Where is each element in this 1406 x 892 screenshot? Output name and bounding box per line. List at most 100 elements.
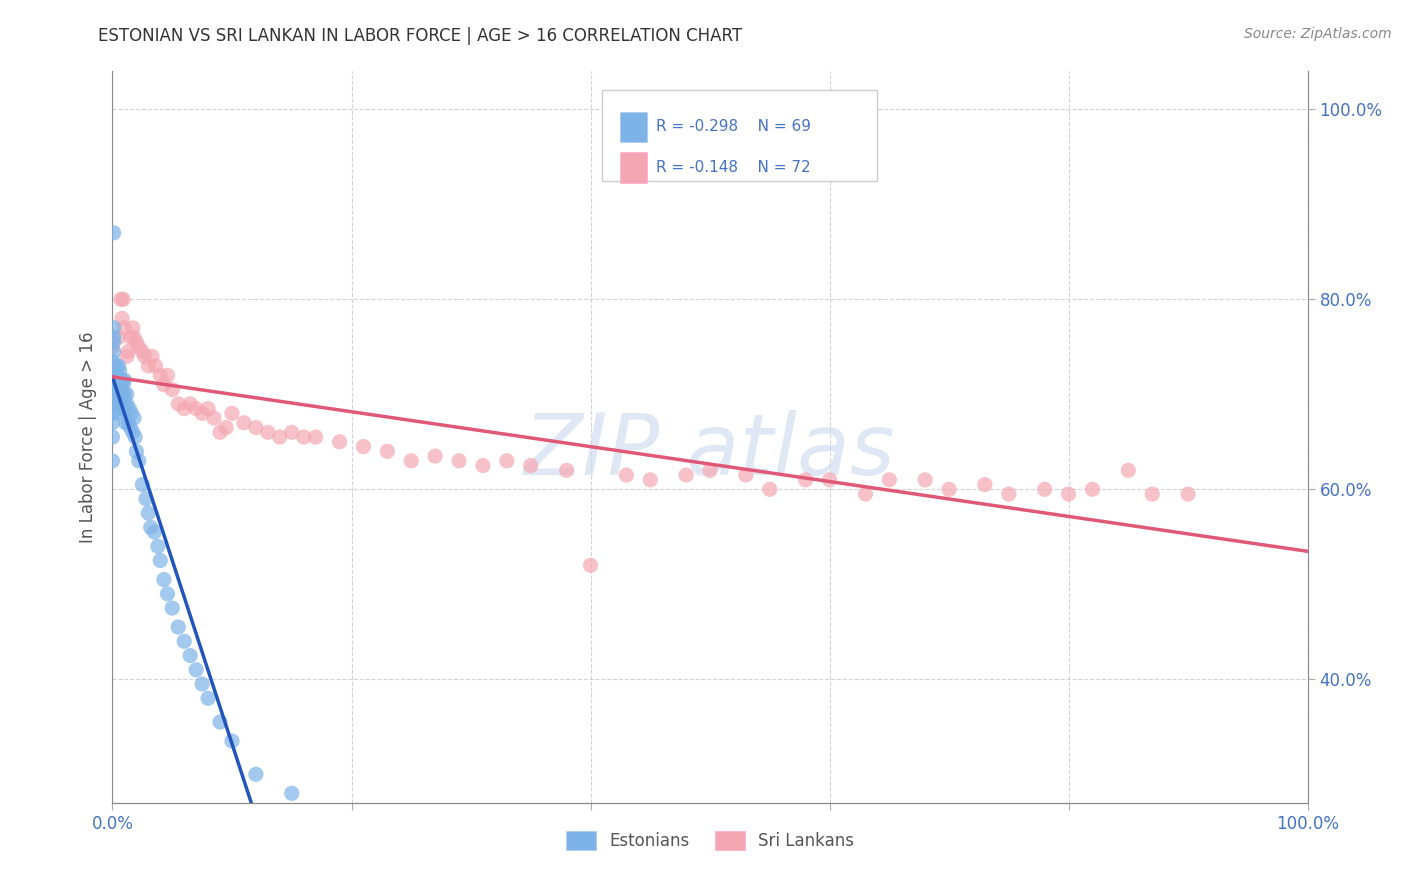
Point bbox=[120, 330, 142, 344]
Point bbox=[520, 458, 543, 473]
Point bbox=[156, 368, 179, 383]
Point bbox=[125, 335, 148, 350]
Point bbox=[292, 430, 315, 444]
Point bbox=[107, 359, 129, 373]
Point bbox=[245, 420, 267, 434]
Point bbox=[191, 677, 214, 691]
Point bbox=[579, 558, 602, 573]
Point bbox=[105, 359, 128, 373]
Point bbox=[1118, 463, 1140, 477]
Legend: Estonians, Sri Lankans: Estonians, Sri Lankans bbox=[560, 824, 860, 856]
Point bbox=[759, 483, 782, 497]
Point bbox=[143, 524, 166, 539]
Point bbox=[149, 368, 172, 383]
Point bbox=[110, 401, 132, 416]
Point bbox=[128, 340, 150, 354]
Point bbox=[555, 463, 578, 477]
Point bbox=[125, 444, 148, 458]
Point bbox=[401, 454, 423, 468]
Point bbox=[173, 401, 195, 416]
Point bbox=[101, 383, 124, 397]
Bar bbox=[620, 152, 647, 183]
Point bbox=[998, 487, 1021, 501]
Point bbox=[101, 392, 124, 406]
Point bbox=[105, 406, 128, 420]
Point bbox=[425, 449, 447, 463]
Point bbox=[103, 321, 125, 335]
Point bbox=[257, 425, 280, 440]
Point bbox=[173, 634, 195, 648]
Point bbox=[197, 691, 219, 706]
Point bbox=[108, 377, 131, 392]
Point bbox=[794, 473, 817, 487]
Point bbox=[101, 387, 124, 401]
Point bbox=[675, 468, 697, 483]
Point bbox=[879, 473, 901, 487]
Point bbox=[101, 430, 124, 444]
Point bbox=[115, 397, 138, 411]
Point bbox=[472, 458, 495, 473]
Point bbox=[108, 363, 131, 377]
Point bbox=[141, 349, 163, 363]
Point bbox=[974, 477, 997, 491]
Point bbox=[117, 416, 139, 430]
Point bbox=[104, 377, 127, 392]
Point bbox=[167, 397, 190, 411]
Text: ESTONIAN VS SRI LANKAN IN LABOR FORCE | AGE > 16 CORRELATION CHART: ESTONIAN VS SRI LANKAN IN LABOR FORCE | … bbox=[98, 27, 742, 45]
Point bbox=[105, 397, 128, 411]
FancyBboxPatch shape bbox=[603, 90, 877, 181]
Point bbox=[112, 293, 135, 307]
Point bbox=[105, 377, 128, 392]
Point bbox=[221, 734, 243, 748]
Point bbox=[1057, 487, 1080, 501]
Point bbox=[377, 444, 399, 458]
Point bbox=[1081, 483, 1104, 497]
Point bbox=[121, 406, 143, 420]
Point bbox=[101, 340, 124, 354]
Bar bbox=[620, 112, 647, 143]
Point bbox=[162, 601, 183, 615]
Point bbox=[107, 330, 129, 344]
Point bbox=[112, 392, 135, 406]
Point bbox=[101, 363, 124, 377]
Point bbox=[122, 330, 145, 344]
Point bbox=[938, 483, 960, 497]
Point bbox=[215, 420, 238, 434]
Point bbox=[329, 434, 352, 449]
Point bbox=[107, 373, 129, 387]
Point bbox=[146, 539, 169, 553]
Point bbox=[153, 573, 176, 587]
Point bbox=[197, 401, 219, 416]
Point bbox=[179, 648, 201, 663]
Point bbox=[107, 387, 129, 401]
Point bbox=[209, 425, 232, 440]
Point bbox=[209, 714, 232, 729]
Point bbox=[103, 226, 125, 240]
Point bbox=[221, 406, 243, 420]
Point bbox=[103, 344, 125, 359]
Point bbox=[233, 416, 256, 430]
Point bbox=[149, 553, 172, 567]
Point bbox=[818, 473, 841, 487]
Point bbox=[699, 463, 721, 477]
Point bbox=[281, 425, 304, 440]
Point bbox=[138, 506, 160, 520]
Point bbox=[305, 430, 328, 444]
Point bbox=[138, 359, 160, 373]
Point bbox=[616, 468, 638, 483]
Point bbox=[186, 401, 208, 416]
Point bbox=[101, 354, 124, 368]
Point bbox=[114, 401, 135, 416]
Point bbox=[914, 473, 936, 487]
Point bbox=[114, 416, 136, 430]
Point bbox=[202, 411, 225, 425]
Point bbox=[145, 359, 167, 373]
Point bbox=[496, 454, 519, 468]
Point bbox=[101, 406, 124, 420]
Point bbox=[110, 293, 132, 307]
Text: Source: ZipAtlas.com: Source: ZipAtlas.com bbox=[1244, 27, 1392, 41]
Point bbox=[269, 430, 291, 444]
Point bbox=[115, 387, 138, 401]
Point bbox=[131, 344, 153, 359]
Point bbox=[101, 454, 124, 468]
